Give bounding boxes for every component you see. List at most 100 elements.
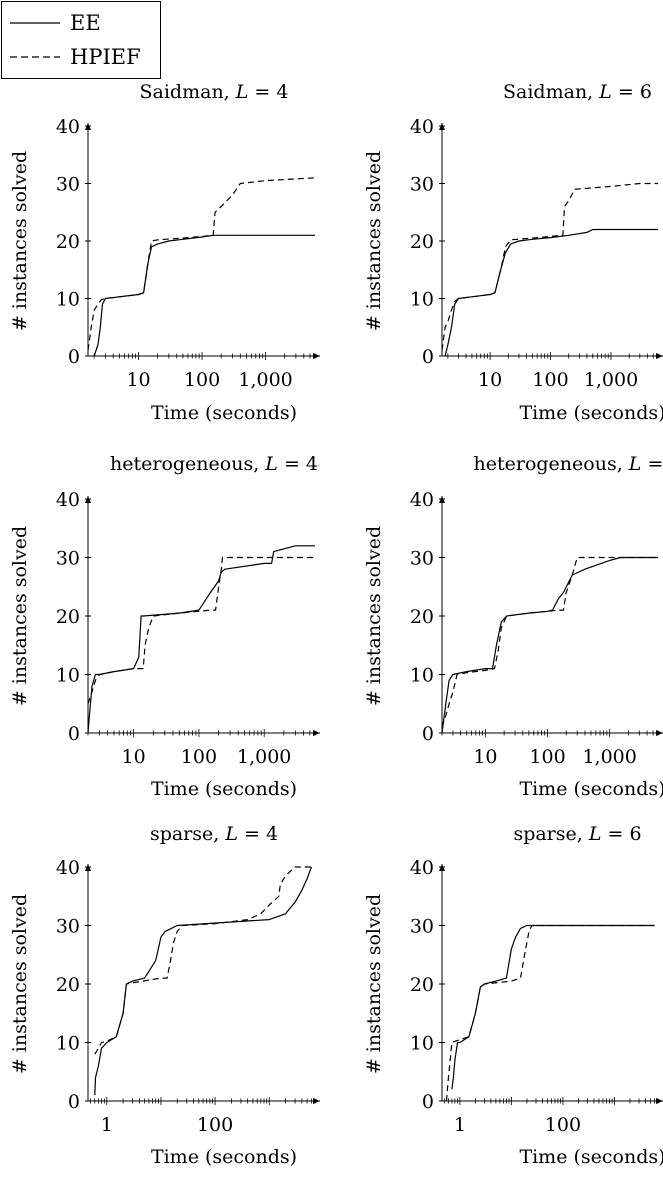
chart-panel-3: heterogeneous, L = 4 0 10 20 30 40 10 100 1,000 T… <box>9 453 320 800</box>
y-tick-label: 40 <box>56 857 80 879</box>
y-axis-label: # instances solved <box>9 151 31 331</box>
y-tick-label: 10 <box>56 1033 80 1055</box>
series-line-ee <box>94 866 312 1096</box>
title-variable: L <box>264 453 278 475</box>
legend: EE HPIEF <box>1 1 161 79</box>
solid-line-swatch <box>10 22 60 24</box>
y-tick-label: 20 <box>56 231 80 253</box>
legend-label-hpief: HPIEF <box>70 45 141 69</box>
y-tick-label: 30 <box>56 548 80 570</box>
y-tick-label: 40 <box>56 489 80 511</box>
x-axis-label: Time (seconds) <box>151 778 297 800</box>
x-tick-label: 100 <box>529 746 565 768</box>
y-axis-label: # instances solved <box>9 526 31 706</box>
title-value: = 4 <box>248 81 288 103</box>
y-tick-label: 40 <box>410 489 434 511</box>
x-axis-label: Time (seconds) <box>151 402 297 424</box>
series-line-hpief <box>87 556 315 704</box>
y-tick-label: 30 <box>410 548 434 570</box>
y-tick-label: 20 <box>410 606 434 628</box>
title-name: heterogeneous, <box>474 453 629 475</box>
y-tick-label: 0 <box>422 346 434 368</box>
y-tick-label: 10 <box>410 665 434 687</box>
x-tick-label: 1,000 <box>238 369 292 391</box>
title-variable: L <box>224 823 238 845</box>
x-axis-arrow <box>656 730 663 736</box>
x-tick-label: 1 <box>454 1114 466 1136</box>
title-value: = 6 <box>601 823 641 845</box>
y-tick-label: 30 <box>410 916 434 938</box>
x-tick-label: 1,000 <box>584 369 638 391</box>
x-tick-label: 10 <box>473 746 497 768</box>
x-tick-label: 10 <box>122 746 146 768</box>
x-axis-label: Time (seconds) <box>519 1146 663 1168</box>
series-line-ee <box>451 924 655 1090</box>
series-line-ee <box>93 234 315 357</box>
title-name: heterogeneous, <box>110 453 265 475</box>
series-line-hpief <box>441 182 658 351</box>
title-name: sparse, <box>150 823 225 845</box>
title-name: Saidman, <box>503 81 599 103</box>
y-axis-label: # instances solved <box>363 894 385 1074</box>
y-tick-label: 30 <box>56 916 80 938</box>
y-tick-label: 20 <box>56 606 80 628</box>
y-tick-label: 20 <box>56 974 80 996</box>
y-tick-label: 30 <box>56 174 80 196</box>
y-tick-label: 10 <box>410 289 434 311</box>
x-tick-label: 100 <box>197 1114 233 1136</box>
chart-title: sparse, L = 4 <box>150 823 278 845</box>
y-tick-label: 40 <box>410 857 434 879</box>
dashed-line-swatch <box>10 56 60 58</box>
x-tick-label: 100 <box>532 369 568 391</box>
legend-entry-hpief: HPIEF <box>10 42 141 72</box>
y-tick-label: 40 <box>56 116 80 138</box>
title-value: = 4 <box>238 823 278 845</box>
y-tick-label: 10 <box>410 1033 434 1055</box>
x-tick-label: 1,000 <box>582 746 636 768</box>
x-axis-arrow <box>313 730 320 736</box>
series-line-ee <box>444 228 658 357</box>
chart-panel-4: heterogeneous, L = 6 0 10 20 30 40 10 100 1,000 T… <box>363 453 663 800</box>
title-variable: L <box>235 81 249 103</box>
y-tick-label: 20 <box>410 231 434 253</box>
x-axis-arrow <box>313 1098 320 1104</box>
y-tick-label: 0 <box>68 1091 80 1113</box>
title-value: = 4 <box>278 453 318 475</box>
title-name: sparse, <box>513 823 588 845</box>
series-line-ee <box>441 556 658 734</box>
x-axis-label: Time (seconds) <box>519 402 663 424</box>
legend-label-ee: EE <box>70 11 101 35</box>
chart-title: sparse, L = 6 <box>513 823 641 845</box>
legend-entry-ee: EE <box>10 8 101 38</box>
series-line-hpief <box>87 177 316 351</box>
y-tick-label: 10 <box>56 289 80 311</box>
x-tick-label: 10 <box>126 369 150 391</box>
x-tick-label: 1 <box>101 1114 113 1136</box>
x-axis-label: Time (seconds) <box>151 1146 297 1168</box>
title-value: = 6 <box>641 453 663 475</box>
x-axis-arrow <box>656 353 663 359</box>
chart-title: heterogeneous, L = 4 <box>110 453 318 475</box>
chart-title: heterogeneous, L = 6 <box>474 453 663 475</box>
x-axis-arrow <box>313 353 320 359</box>
chart-panel-5: sparse, L = 4 0 10 20 30 40 1 100 Time (seconds)… <box>9 823 320 1168</box>
series-line-hpief <box>445 924 655 1102</box>
series-line-ee <box>87 545 315 734</box>
y-axis-label: # instances solved <box>363 526 385 706</box>
title-value: = 6 <box>612 81 652 103</box>
title-variable: L <box>598 81 612 103</box>
y-tick-label: 0 <box>68 723 80 745</box>
chart-panel-1: Saidman, L = 4 0 10 20 30 40 10 100 1,000 Time (s… <box>9 81 320 424</box>
chart-title: Saidman, L = 4 <box>140 81 289 103</box>
y-axis-label: # instances solved <box>363 151 385 331</box>
series-line-hpief <box>94 866 312 1055</box>
y-tick-label: 10 <box>56 665 80 687</box>
x-tick-label: 100 <box>184 369 220 391</box>
y-tick-label: 40 <box>410 116 434 138</box>
chart-panel-2: Saidman, L = 6 0 10 20 30 40 10 100 1,000 Time (s… <box>363 81 663 424</box>
x-tick-label: 100 <box>545 1114 581 1136</box>
y-tick-label: 20 <box>410 974 434 996</box>
y-tick-label: 0 <box>68 346 80 368</box>
y-axis-label: # instances solved <box>9 894 31 1074</box>
